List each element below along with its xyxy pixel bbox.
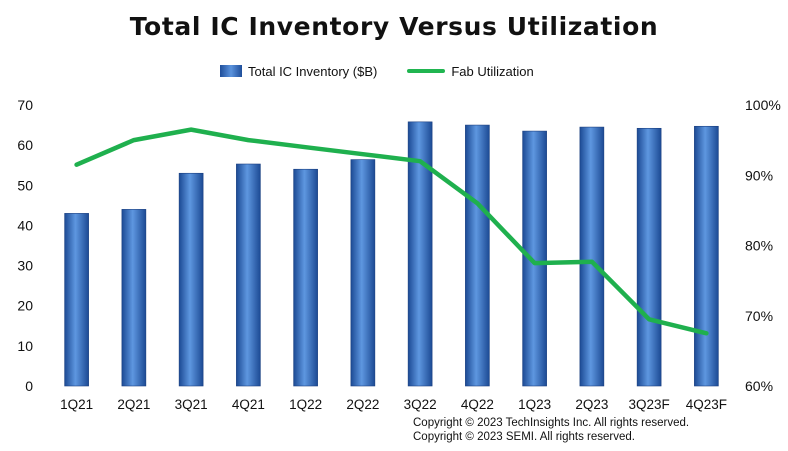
left-tick-label: 50 [17,177,33,193]
left-tick-label: 60 [17,137,33,153]
copyright-line-techinsights: Copyright © 2023 TechInsights Inc. All r… [413,417,690,429]
x-tick-label: 2Q22 [346,397,379,412]
left-tick-label: 70 [17,97,33,113]
left-tick-label: 10 [17,338,33,354]
x-tick-label: 4Q21 [232,397,265,412]
left-tick-label: 20 [17,298,33,314]
legend-item-inventory: Total IC Inventory ($B) [220,64,377,79]
bar-3Q21 [178,172,204,387]
bar-4Q22 [465,124,490,387]
bar-4Q21 [236,163,261,387]
x-tick-label: 4Q22 [461,397,494,412]
utilization-line [74,127,709,336]
left-tick-label: 40 [17,217,33,233]
legend-label-utilization: Fab Utilization [451,63,534,79]
bar-1Q22 [293,168,318,387]
right-tick-label: 70% [745,308,773,324]
x-tick-label: 3Q23F [628,397,669,412]
bar-1Q23 [522,130,547,387]
chart-title: Total IC Inventory Versus Utilization [129,12,659,41]
legend: Total IC Inventory ($B) Fab Utilization [220,62,564,80]
legend-item-utilization: Fab Utilization [407,63,534,79]
left-tick-label: 0 [25,378,33,394]
bar-2Q23 [579,126,605,387]
x-tick-label: 1Q21 [60,397,93,412]
legend-line-swatch [407,69,446,73]
bar-3Q22 [407,121,433,387]
copyright-line-semi: Copyright © 2023 SEMI. All rights reserv… [413,431,635,443]
bar-1Q21 [64,213,89,387]
x-tick-label: 2Q21 [117,397,150,412]
bar-4Q23F [694,125,719,387]
x-tick-label: 1Q22 [289,397,322,412]
right-tick-label: 80% [745,238,773,254]
bar-2Q21 [121,209,147,387]
x-tick-label: 1Q23 [518,397,551,412]
legend-bar-swatch [220,65,242,77]
right-tick-label: 100% [745,97,781,113]
legend-label-inventory: Total IC Inventory ($B) [248,63,378,79]
left-tick-label: 30 [17,258,33,274]
copyright-notice: Copyright © 2023 TechInsights Inc. All r… [413,416,689,444]
x-tick-label: 2Q23 [575,397,608,412]
right-tick-label: 90% [745,167,773,183]
x-tick-label: 3Q22 [404,397,437,412]
bar-3Q23F [636,127,662,387]
right-tick-label: 60% [745,378,773,394]
bar-2Q22 [350,159,376,387]
x-tick-label: 4Q23F [686,397,727,412]
x-tick-label: 3Q21 [175,397,208,412]
